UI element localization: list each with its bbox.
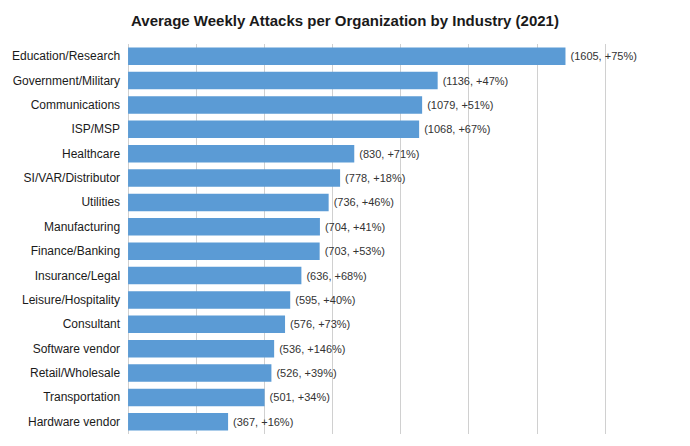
svg-text:(830, +71%): (830, +71%) <box>359 148 419 160</box>
svg-text:Software vendor: Software vendor <box>33 342 120 356</box>
svg-text:Hardware vendor: Hardware vendor <box>28 415 120 429</box>
svg-text:(1079, +51%): (1079, +51%) <box>427 99 493 111</box>
svg-text:Government/Military: Government/Military <box>13 74 120 88</box>
svg-text:(778, +18%): (778, +18%) <box>345 172 405 184</box>
svg-text:(1136, +47%): (1136, +47%) <box>443 75 509 87</box>
svg-text:Retail/Wholesale: Retail/Wholesale <box>30 366 120 380</box>
svg-text:Manufacturing: Manufacturing <box>44 220 120 234</box>
svg-text:Communications: Communications <box>31 98 120 112</box>
svg-text:(636, +68%): (636, +68%) <box>306 270 366 282</box>
svg-text:(1068, +67%): (1068, +67%) <box>424 123 490 135</box>
svg-text:(1605, +75%): (1605, +75%) <box>570 50 636 62</box>
svg-text:Transportation: Transportation <box>43 390 120 404</box>
svg-text:Utilities: Utilities <box>81 195 120 209</box>
svg-text:Insurance/Legal: Insurance/Legal <box>35 269 120 283</box>
svg-text:(526, +39%): (526, +39%) <box>276 367 336 379</box>
svg-text:Consultant: Consultant <box>63 317 121 331</box>
svg-text:Average Weekly Attacks per Org: Average Weekly Attacks per Organization … <box>131 12 559 29</box>
svg-text:Education/Research: Education/Research <box>12 49 120 63</box>
svg-text:ISP/MSP: ISP/MSP <box>71 122 120 136</box>
svg-text:(704, +41%): (704, +41%) <box>325 221 385 233</box>
svg-text:(536, +146%): (536, +146%) <box>279 343 345 355</box>
svg-text:Finance/Banking: Finance/Banking <box>31 244 120 258</box>
svg-text:Leisure/Hospitality: Leisure/Hospitality <box>22 293 120 307</box>
svg-text:(703, +53%): (703, +53%) <box>325 245 385 257</box>
svg-text:(736, +46%): (736, +46%) <box>334 196 394 208</box>
svg-text:(367, +16%): (367, +16%) <box>233 416 293 428</box>
svg-text:Healthcare: Healthcare <box>62 147 120 161</box>
svg-text:(501, +34%): (501, +34%) <box>270 391 330 403</box>
svg-text:(576, +73%): (576, +73%) <box>290 318 350 330</box>
svg-text:(595, +40%): (595, +40%) <box>295 294 355 306</box>
svg-text:SI/VAR/Distributor: SI/VAR/Distributor <box>24 171 120 185</box>
